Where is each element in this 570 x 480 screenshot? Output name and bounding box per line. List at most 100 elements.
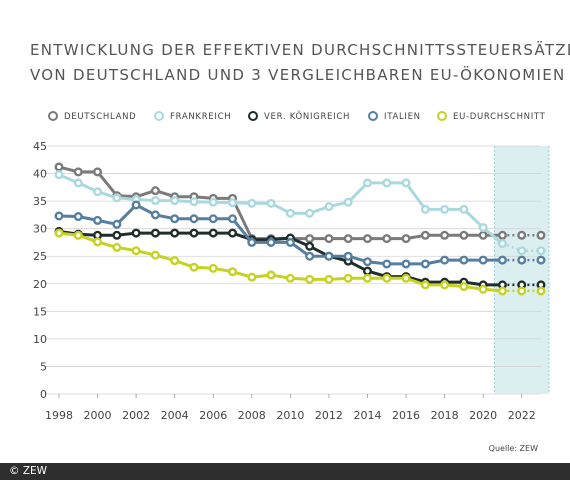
- point-deutschland-2015: [382, 234, 392, 244]
- point-eu-2009: [266, 270, 276, 280]
- point-frankreich-2004: [170, 196, 180, 206]
- x-tick-label-2022: 2022: [508, 409, 536, 422]
- legend-item-eu: EU-DURCHSCHNITT: [437, 111, 546, 122]
- point-deutschland-2019: [459, 230, 469, 240]
- point-eu-2017: [420, 280, 430, 290]
- point-italien-2001: [112, 219, 122, 229]
- legend-label-eu: EU-DURCHSCHNITT: [453, 112, 546, 122]
- point-deutschland-2020: [478, 230, 488, 240]
- point-italien-2009: [266, 237, 276, 247]
- point-frankreich-2017: [420, 204, 430, 214]
- series-layer: [54, 162, 546, 296]
- x-tick-label-1998: 1998: [45, 409, 73, 422]
- point-frankreich-2005: [189, 197, 199, 207]
- legend-item-frankreich: FRANKREICH: [154, 111, 231, 122]
- point-italien-2004: [170, 214, 180, 224]
- point-eu-2013: [343, 273, 353, 283]
- legend-item-deutschland: DEUTSCHLAND: [48, 111, 136, 122]
- point-italien-2008: [247, 237, 257, 247]
- point-frankreich-2023: [536, 246, 546, 256]
- y-tick-label-45: 45: [33, 140, 47, 153]
- point-italien-2015: [382, 259, 392, 269]
- x-tick-label-2018: 2018: [431, 409, 459, 422]
- point-frankreich-2003: [150, 196, 160, 206]
- point-frankreich-2012: [324, 202, 334, 212]
- point-eu-2000: [93, 237, 103, 247]
- point-eu-2008: [247, 272, 257, 282]
- legend-swatch-italien: [368, 111, 378, 121]
- point-eu-2001: [112, 242, 122, 252]
- y-tick-label-10: 10: [33, 333, 47, 346]
- point-eu-2003: [150, 250, 160, 260]
- point-deutschland-2021: [497, 230, 507, 240]
- point-eu-2015: [382, 273, 392, 283]
- point-deutschland-2014: [362, 234, 372, 244]
- legend-label-italien: ITALIEN: [384, 112, 421, 122]
- point-italien-1998: [54, 211, 64, 221]
- point-italien-2007: [228, 214, 238, 224]
- point-italien-2005: [189, 214, 199, 224]
- point-deutschland-2011: [305, 234, 315, 244]
- point-frankreich-2001: [112, 193, 122, 203]
- point-deutschland-1998: [54, 162, 64, 172]
- point-deutschland-2016: [401, 234, 411, 244]
- grid-layer: [45, 145, 541, 395]
- point-eu-1999: [73, 230, 83, 240]
- point-eu-2018: [440, 280, 450, 290]
- point-eu-2007: [228, 267, 238, 277]
- legend-swatch-frankreich: [154, 111, 164, 121]
- point-deutschland-1999: [73, 167, 83, 177]
- y-tick-label-30: 30: [33, 223, 47, 236]
- legend-label-deutschland: DEUTSCHLAND: [64, 112, 137, 122]
- copyright-text: © ZEW: [9, 465, 48, 477]
- point-frankreich-2013: [343, 197, 353, 207]
- point-frankreich-2014: [362, 178, 372, 188]
- y-tick-label-40: 40: [33, 168, 47, 181]
- point-italien-2023: [536, 255, 546, 265]
- point-eu-2016: [401, 273, 411, 283]
- point-eu-2019: [459, 282, 469, 292]
- point-frankreich-2010: [285, 208, 295, 218]
- legend-swatch-eu: [437, 111, 447, 121]
- point-frankreich-2006: [208, 197, 218, 207]
- point-koenigreich-2006: [208, 228, 218, 238]
- point-koenigreich-2004: [170, 228, 180, 238]
- x-tick-label-2008: 2008: [238, 409, 266, 422]
- point-koenigreich-2005: [189, 228, 199, 238]
- forecast-band-layer: [493, 146, 550, 394]
- point-italien-2002: [131, 200, 141, 210]
- point-italien-2022: [517, 255, 527, 265]
- point-koenigreich-2003: [150, 228, 160, 238]
- point-frankreich-2021: [497, 239, 507, 249]
- point-frankreich-2011: [305, 208, 315, 218]
- legend-item-italien: ITALIEN: [368, 111, 421, 122]
- point-frankreich-2019: [459, 204, 469, 214]
- y-tick-label-35: 35: [33, 195, 47, 208]
- point-eu-2023: [536, 286, 546, 296]
- point-koenigreich-2011: [305, 241, 315, 251]
- point-italien-2013: [343, 251, 353, 261]
- y-tick-label-15: 15: [33, 305, 47, 318]
- copyright-bar: © ZEW: [0, 463, 570, 480]
- point-italien-2000: [93, 215, 103, 225]
- point-frankreich-2016: [401, 178, 411, 188]
- point-frankreich-2018: [440, 204, 450, 214]
- point-deutschland-2022: [517, 230, 527, 240]
- point-italien-2017: [420, 259, 430, 269]
- point-frankreich-2015: [382, 178, 392, 188]
- chart-title-line-2: VON DEUTSCHLAND UND 3 VERGLEICHBAREN EU-…: [30, 66, 566, 84]
- point-deutschland-2012: [324, 234, 334, 244]
- y-tick-label-25: 25: [33, 250, 47, 263]
- axis-layer: 0 5 10 15 20 25 30 35 40 45 1998 2000 2002 2004 2006 20…: [33, 140, 536, 422]
- point-frankreich-2007: [228, 198, 238, 208]
- point-frankreich-1999: [73, 178, 83, 188]
- point-italien-2016: [401, 259, 411, 269]
- point-eu-2010: [285, 273, 295, 283]
- point-eu-2002: [131, 246, 141, 256]
- x-tick-label-2010: 2010: [276, 409, 304, 422]
- point-koenigreich-2014: [362, 266, 372, 276]
- x-tick-label-2004: 2004: [161, 409, 189, 422]
- point-deutschland-2000: [93, 167, 103, 177]
- point-eu-2006: [208, 263, 218, 273]
